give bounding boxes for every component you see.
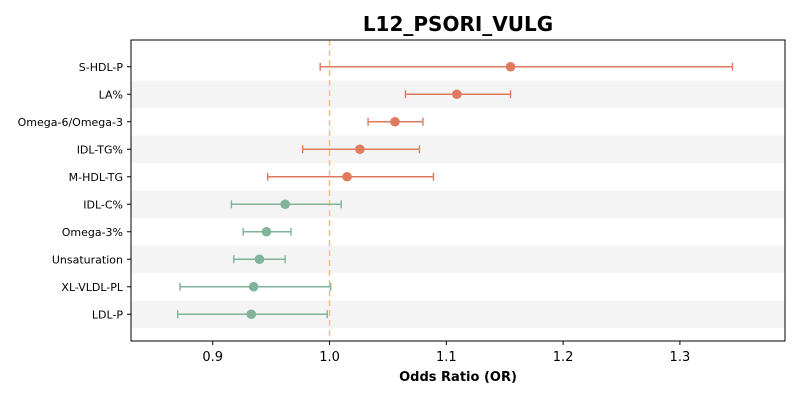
- or-point: [246, 309, 257, 320]
- y-tick-label: LA%: [99, 88, 123, 101]
- row-stripe: [131, 190, 785, 218]
- row-stripe: [131, 135, 785, 163]
- or-point: [342, 171, 352, 182]
- or-point: [254, 254, 265, 265]
- or-point: [248, 281, 259, 292]
- or-point: [280, 199, 290, 210]
- x-axis-ticks: 0.9 1.0 1.1 1.2 1.3: [202, 341, 690, 365]
- or-point: [261, 226, 272, 237]
- chart-title: L12_PSORI_VULG: [363, 12, 553, 36]
- odds-ratio-points: [246, 61, 516, 320]
- or-point: [452, 89, 462, 100]
- x-tick-label: 1.2: [553, 350, 574, 365]
- plot-area-frame: [130, 39, 786, 342]
- or-point: [505, 61, 516, 72]
- x-tick-label: 0.9: [202, 350, 223, 365]
- or-point: [355, 144, 365, 155]
- y-axis-ticks: S-HDL-P LA% Omega-6/Omega-3 IDL-TG% M-HDL-TG…: [18, 61, 131, 321]
- y-tick-label: Omega-3%: [62, 226, 123, 239]
- y-tick-label: Omega-6/Omega-3: [18, 116, 123, 129]
- x-tick-label: 1.0: [319, 350, 340, 365]
- y-tick-label: M-HDL-TG: [69, 171, 123, 184]
- y-tick-label: XL-VLDL-PL: [61, 281, 123, 294]
- x-tick-label: 1.1: [436, 350, 457, 365]
- y-tick-label: Unsaturation: [52, 253, 123, 266]
- row-stripe: [131, 245, 785, 273]
- y-tick-label: IDL-C%: [83, 198, 123, 211]
- y-tick-label: IDL-TG%: [77, 143, 123, 156]
- y-tick-label: LDL-P: [92, 308, 124, 321]
- row-stripes: [131, 80, 785, 328]
- x-tick-label: 1.3: [670, 350, 691, 365]
- y-tick-label: S-HDL-P: [79, 61, 124, 74]
- x-axis-label: Odds Ratio (OR): [399, 370, 517, 385]
- or-point: [390, 116, 400, 127]
